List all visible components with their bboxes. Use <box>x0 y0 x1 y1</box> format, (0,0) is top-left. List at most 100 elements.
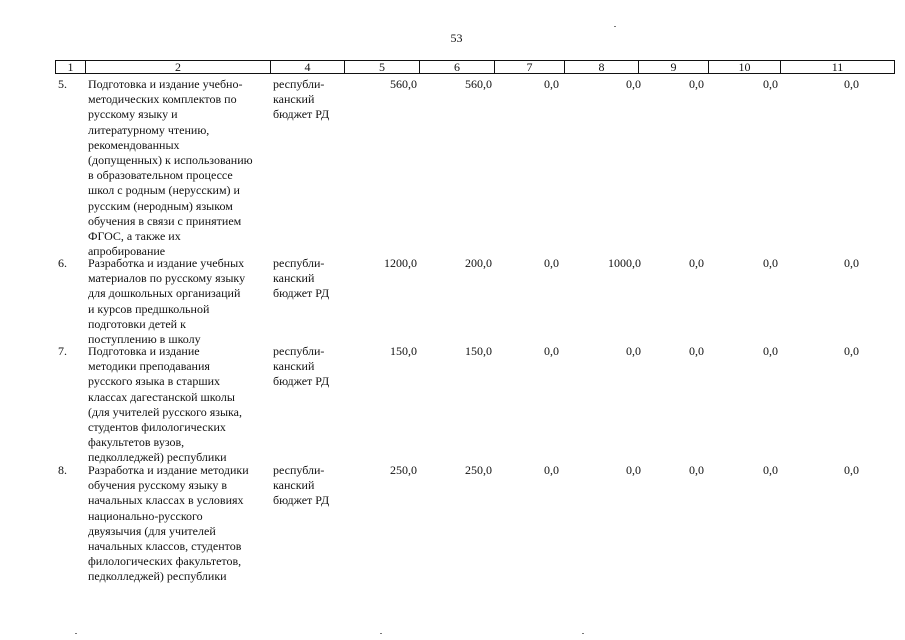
value-col-11: 0,0 <box>844 77 859 91</box>
value-col-8: 0,0 <box>626 344 641 358</box>
value-col-7: 0,0 <box>544 77 559 91</box>
value-col-8: 0,0 <box>626 77 641 91</box>
row-title-line: Подготовка и издание <box>88 344 200 358</box>
value-col-6: 150,0 <box>465 344 492 358</box>
scan-speck <box>582 633 584 634</box>
funding-source-line: республи- <box>273 344 325 358</box>
value-col-5: 560,0 <box>390 77 417 91</box>
page-number: 53 <box>450 31 463 45</box>
funding-source-line: республи- <box>273 256 325 270</box>
funding-source-line: бюджет РД <box>273 107 330 122</box>
row-number: 8. <box>58 463 67 477</box>
row-title: Разработка и издание учебных материалов п… <box>88 256 273 347</box>
row-title-line: двуязычия (для учителей <box>88 523 216 538</box>
header-col-10: 10 <box>709 61 781 73</box>
value-col-5: 1200,0 <box>384 256 417 270</box>
funding-source-line: канский <box>273 271 315 286</box>
funding-source-line: канский <box>273 92 315 107</box>
row-number: 5. <box>58 77 67 91</box>
row-title-line: русским (неродным) языком <box>88 198 233 213</box>
funding-source-line: республи- <box>273 77 325 91</box>
value-col-6: 200,0 <box>465 256 492 270</box>
row-title-line: материалов по русскому языку <box>88 271 246 286</box>
row-title: Разработка и издание методики обучения ру… <box>88 463 273 585</box>
funding-source: республи-канский бюджет РД <box>273 344 343 390</box>
row-title-line: методических комплектов по <box>88 92 237 107</box>
value-col-7: 0,0 <box>544 256 559 270</box>
row-title-line: начальных классах в условиях <box>88 493 244 508</box>
header-col-9: 9 <box>639 61 709 73</box>
value-col-9: 0,0 <box>689 344 704 358</box>
row-title: Подготовка и издание методики преподавани… <box>88 344 273 466</box>
funding-source-line: канский <box>273 478 315 493</box>
row-number: 6. <box>58 256 67 270</box>
row-title-line: национально-русского <box>88 508 203 523</box>
header-col-8: 8 <box>565 61 639 73</box>
scan-speck <box>614 26 616 27</box>
row-title-line: (для учителей русского языка, <box>88 404 243 419</box>
row-title-line: поступлению в школу <box>88 332 201 347</box>
value-col-11: 0,0 <box>844 256 859 270</box>
row-title: Подготовка и издание учебно-методических… <box>88 77 273 259</box>
row-title-line: факультетов вузов, <box>88 435 185 450</box>
value-col-7: 0,0 <box>544 463 559 477</box>
header-col-7: 7 <box>495 61 565 73</box>
value-col-8: 0,0 <box>626 463 641 477</box>
value-col-10: 0,0 <box>763 344 778 358</box>
row-title-line: апробирование <box>88 244 166 259</box>
funding-source-line: бюджет РД <box>273 286 330 301</box>
table-header-row: 1 2 4 5 6 7 8 9 10 11 <box>55 60 895 74</box>
row-title-line: литературному чтению, <box>88 122 210 137</box>
value-col-9: 0,0 <box>689 463 704 477</box>
value-col-10: 0,0 <box>763 77 778 91</box>
value-col-9: 0,0 <box>689 77 704 91</box>
row-title-line: для дошкольных организаций <box>88 286 241 301</box>
value-col-10: 0,0 <box>763 463 778 477</box>
row-title-line: подготовки детей к <box>88 316 186 331</box>
row-title-line: педколледжей) республики <box>88 569 227 584</box>
row-title-line: методики преподавания <box>88 359 210 374</box>
row-title-line: обучения русскому языку в <box>88 478 228 493</box>
row-title-line: русского языка в старших <box>88 374 221 389</box>
row-title-line: Разработка и издание методики <box>88 463 249 477</box>
header-col-6: 6 <box>420 61 495 73</box>
value-col-7: 0,0 <box>544 344 559 358</box>
row-title-line: рекомендованных <box>88 137 180 152</box>
row-title-line: Разработка и издание учебных <box>88 256 245 270</box>
value-col-6: 560,0 <box>465 77 492 91</box>
value-col-5: 150,0 <box>390 344 417 358</box>
funding-source: республи-канский бюджет РД <box>273 77 343 123</box>
value-col-11: 0,0 <box>844 463 859 477</box>
row-title-line: Подготовка и издание учебно- <box>88 77 243 91</box>
funding-source-line: бюджет РД <box>273 374 330 389</box>
row-title-line: обучения в связи с принятием <box>88 213 242 228</box>
value-col-10: 0,0 <box>763 256 778 270</box>
funding-source-line: бюджет РД <box>273 493 330 508</box>
scan-speck <box>75 633 77 634</box>
value-col-9: 0,0 <box>689 256 704 270</box>
row-title-line: ФГОС, а также их <box>88 229 181 244</box>
header-col-1: 1 <box>56 61 86 73</box>
header-col-4: 4 <box>271 61 345 73</box>
row-title-line: и курсов предшкольной <box>88 301 210 316</box>
value-col-6: 250,0 <box>465 463 492 477</box>
funding-source: республи-канский бюджет РД <box>273 256 343 302</box>
header-col-5: 5 <box>345 61 420 73</box>
header-col-2: 2 <box>86 61 271 73</box>
scan-speck <box>380 633 382 634</box>
value-col-5: 250,0 <box>390 463 417 477</box>
row-title-line: классах дагестанской школы <box>88 389 235 404</box>
row-title-line: (допущенных) к использованию <box>88 153 253 168</box>
header-col-11: 11 <box>831 60 844 74</box>
funding-source-line: канский <box>273 359 315 374</box>
row-number: 7. <box>58 344 67 358</box>
funding-source: республи-канский бюджет РД <box>273 463 343 509</box>
value-col-8: 1000,0 <box>608 256 641 270</box>
value-col-11: 0,0 <box>844 344 859 358</box>
row-title-line: педколледжей) республики <box>88 450 227 465</box>
row-title-line: в образовательном процессе <box>88 168 233 183</box>
funding-source-line: республи- <box>273 463 325 477</box>
row-title-line: начальных классов, студентов <box>88 539 242 554</box>
row-title-line: школ с родным (нерусским) и <box>88 183 240 198</box>
row-title-line: филологических факультетов, <box>88 554 242 569</box>
